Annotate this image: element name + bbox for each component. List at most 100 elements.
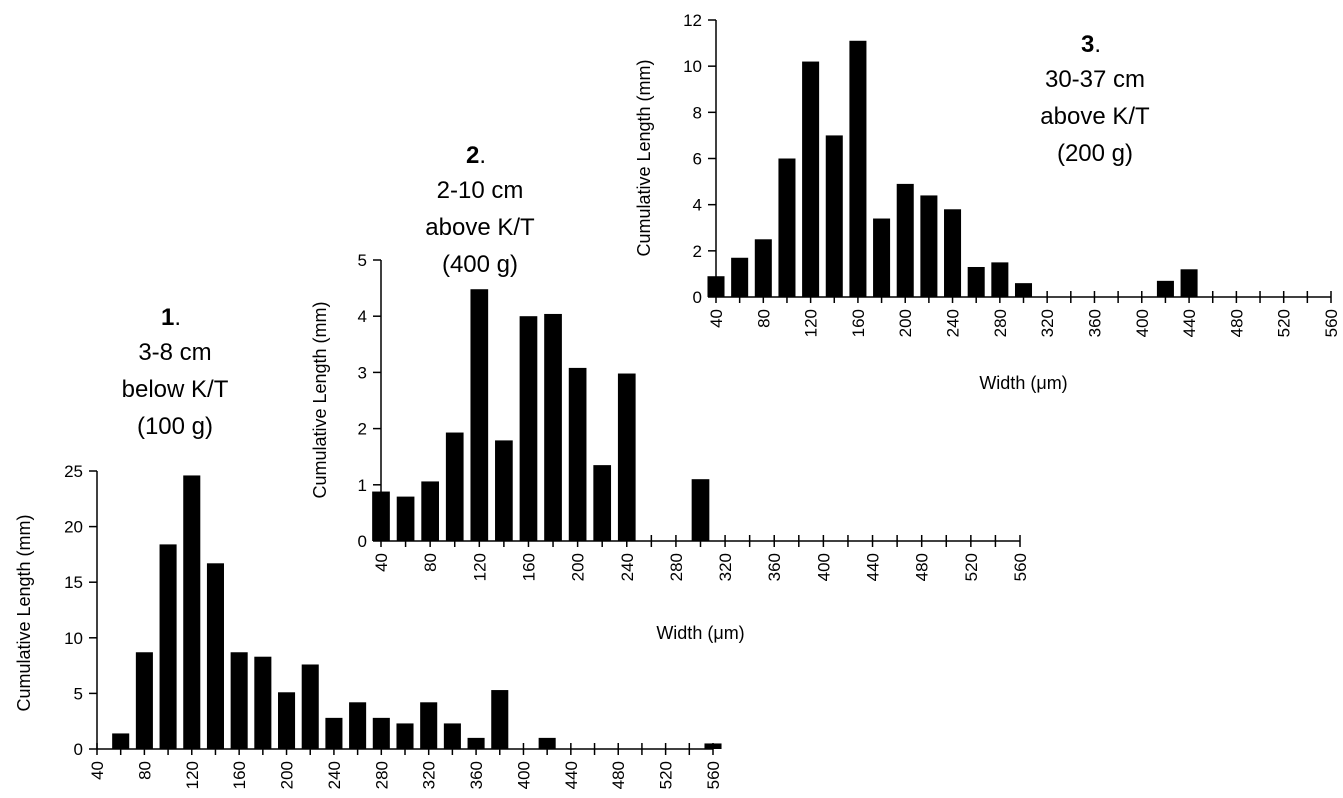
x-tick-label: 200 xyxy=(278,761,297,789)
x-tick-label: 320 xyxy=(420,761,439,789)
bar xyxy=(254,656,272,749)
y-tick-label: 10 xyxy=(683,57,702,76)
chart-panel-2: 2. 2-10 cm above K/T (400 g) Cumulative Leng… xyxy=(310,142,1030,643)
bar xyxy=(230,652,248,749)
bar xyxy=(445,432,464,541)
x-tick-label: 480 xyxy=(913,553,932,581)
bar xyxy=(544,313,562,541)
x-tick-label: 40 xyxy=(88,761,107,780)
y-tick-label: 1 xyxy=(358,476,367,495)
x-tick-label: 400 xyxy=(514,761,533,789)
bar xyxy=(731,257,749,297)
bar xyxy=(301,664,319,749)
y-tick-label: 0 xyxy=(693,288,702,307)
bar xyxy=(920,195,938,297)
caption-line: (400 g) xyxy=(442,251,518,278)
y-tick-label: 0 xyxy=(358,532,367,551)
x-tick-label: 400 xyxy=(814,553,833,581)
y-tick-label: 3 xyxy=(358,363,367,382)
x-tick-label: 520 xyxy=(962,553,981,581)
x-tick-label: 120 xyxy=(802,309,821,337)
bar xyxy=(944,209,962,297)
y-tick-label: 5 xyxy=(358,251,367,270)
x-tick-label: 320 xyxy=(1038,309,1057,337)
caption-number-value: 1 xyxy=(161,304,174,331)
bar xyxy=(873,218,891,297)
x-tick-label: 200 xyxy=(896,309,915,337)
x-tick-label: 240 xyxy=(618,553,637,581)
x-tick-label: 280 xyxy=(991,309,1010,337)
bar xyxy=(420,702,438,749)
caption-number-value: 2 xyxy=(466,142,479,169)
bar xyxy=(470,289,489,541)
y-tick-label: 0 xyxy=(74,740,83,759)
y-tick-label: 2 xyxy=(693,242,702,261)
y-tick-label: 8 xyxy=(693,103,702,122)
x-tick-label: 520 xyxy=(1275,309,1294,337)
x-tick-label: 480 xyxy=(609,761,628,789)
x-tick-label: 240 xyxy=(325,761,344,789)
x-tick-label: 200 xyxy=(569,553,588,581)
bar xyxy=(421,481,440,541)
caption-number: 1. xyxy=(161,304,181,331)
x-tick-label: 560 xyxy=(1322,309,1341,337)
x-tick-label: 280 xyxy=(667,553,686,581)
x-tick-label: 520 xyxy=(657,761,676,789)
bar xyxy=(491,690,509,749)
bar xyxy=(896,183,914,297)
caption-number-value: 3 xyxy=(1081,31,1094,58)
x-tick-label: 360 xyxy=(765,553,784,581)
y-tick-label: 12 xyxy=(683,11,702,30)
x-tick-label: 440 xyxy=(864,553,883,581)
bar xyxy=(183,475,201,749)
x-tick-label: 40 xyxy=(707,309,726,328)
y-axis-label: Cumulative Length (mm) xyxy=(634,59,654,256)
caption-line: (100 g) xyxy=(137,413,213,440)
bar xyxy=(825,135,843,297)
bar xyxy=(691,479,710,541)
y-tick-label: 2 xyxy=(358,420,367,439)
caption-line: 2-10 cm xyxy=(437,177,524,204)
bar xyxy=(396,723,414,749)
bar xyxy=(1156,280,1174,297)
caption-number: 2. xyxy=(466,142,486,169)
x-tick-label: 120 xyxy=(183,761,202,789)
y-tick-label: 10 xyxy=(64,629,83,648)
caption-line: 30-37 cm xyxy=(1045,66,1145,93)
x-tick-label: 160 xyxy=(519,553,538,581)
bar xyxy=(135,652,153,749)
x-tick-label: 80 xyxy=(421,553,440,572)
x-tick-label: 320 xyxy=(716,553,735,581)
bar xyxy=(443,723,461,749)
bar xyxy=(349,702,367,749)
x-tick-label: 280 xyxy=(372,761,391,789)
x-tick-label: 160 xyxy=(230,761,249,789)
bar xyxy=(372,717,390,749)
bar xyxy=(617,373,636,541)
caption-line: above K/T xyxy=(1040,103,1150,130)
x-tick-label: 440 xyxy=(1180,309,1199,337)
y-tick-label: 4 xyxy=(693,196,702,215)
bar xyxy=(1180,269,1198,297)
x-tick-label: 360 xyxy=(1085,309,1104,337)
caption-line: (200 g) xyxy=(1057,140,1133,167)
caption-dot: . xyxy=(174,304,181,331)
x-axis-label: Width (μm) xyxy=(656,623,744,643)
x-tick-label: 120 xyxy=(470,553,489,581)
x-tick-label: 160 xyxy=(849,309,868,337)
bar xyxy=(991,262,1009,297)
bar xyxy=(593,465,612,541)
bar xyxy=(396,496,415,541)
x-tick-label: 80 xyxy=(754,309,773,328)
y-tick-label: 20 xyxy=(64,518,83,537)
bar xyxy=(1014,283,1033,297)
caption-number: 3. xyxy=(1081,31,1101,58)
caption-line: above K/T xyxy=(425,214,535,241)
x-tick-label: 440 xyxy=(562,761,581,789)
bar xyxy=(519,316,538,541)
y-axis-label: Cumulative Length (mm) xyxy=(310,301,330,498)
x-tick-label: 560 xyxy=(1011,553,1030,581)
x-tick-label: 400 xyxy=(1133,309,1152,337)
caption-line: below K/T xyxy=(122,376,229,403)
